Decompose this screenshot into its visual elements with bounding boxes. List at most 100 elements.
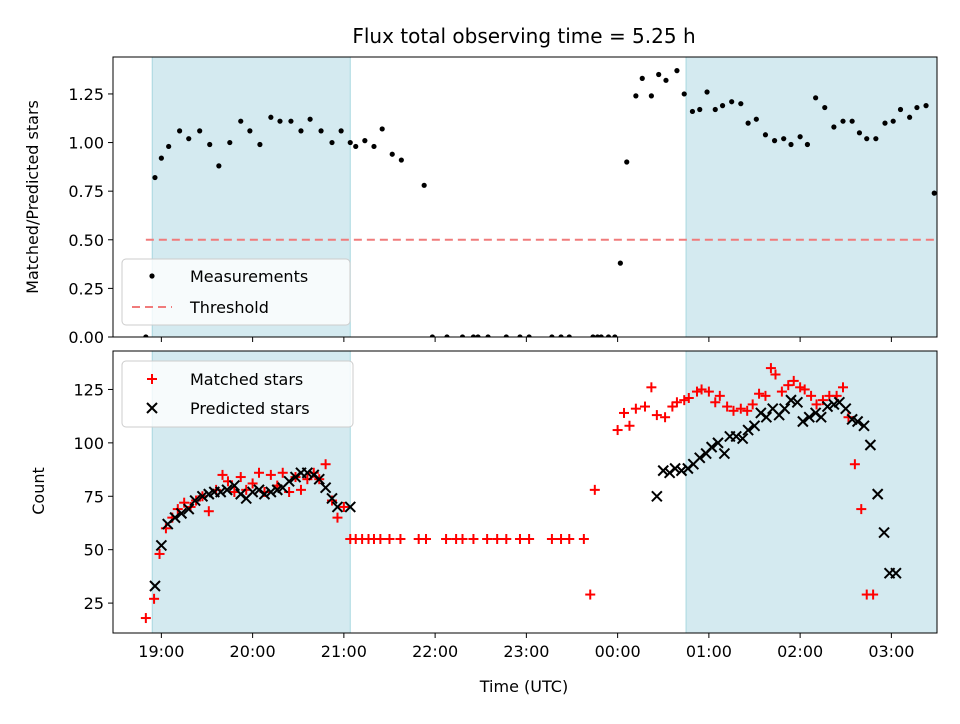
matched-star-point bbox=[295, 484, 306, 495]
predicted-star-point bbox=[189, 494, 201, 507]
predicted-star-point bbox=[175, 507, 188, 520]
measurement-point bbox=[503, 334, 509, 337]
matched-star-point bbox=[217, 469, 228, 480]
measurement-point bbox=[152, 174, 158, 181]
measurement-point bbox=[617, 260, 623, 266]
matched-star-point bbox=[692, 386, 703, 397]
measurement-point bbox=[704, 89, 710, 95]
predicted-star-point bbox=[214, 486, 227, 498]
measurement-point bbox=[897, 106, 904, 113]
y-tick-label: 50 bbox=[84, 541, 104, 560]
measurement-point bbox=[429, 334, 435, 337]
predicted-star-point bbox=[221, 484, 233, 496]
matched-star-point bbox=[660, 412, 671, 423]
measurement-point bbox=[771, 138, 778, 144]
measurement-point bbox=[143, 334, 149, 337]
matched-star-point bbox=[742, 405, 753, 416]
measurement-point bbox=[517, 334, 523, 337]
measurement-point bbox=[371, 143, 377, 150]
matched-star-point bbox=[714, 390, 725, 401]
top-frame bbox=[112, 56, 938, 338]
matched-star-point bbox=[696, 384, 707, 395]
measurement-point bbox=[566, 334, 572, 337]
matched-star-point bbox=[457, 534, 468, 544]
y-tick-label: 25 bbox=[84, 594, 104, 613]
matched-star-point bbox=[524, 534, 535, 544]
x-tick-label: 20:00 bbox=[230, 642, 276, 661]
top-plot-area bbox=[143, 57, 937, 337]
y-tick-label: 0.00 bbox=[68, 328, 104, 347]
predicted-star-point bbox=[344, 501, 356, 513]
measurement-point bbox=[890, 118, 896, 124]
predicted-star-point bbox=[675, 464, 688, 477]
measurement-point bbox=[612, 334, 618, 337]
measurement-point bbox=[781, 136, 787, 142]
y-tick-label: 0.75 bbox=[68, 182, 104, 201]
predicted-star-point bbox=[265, 486, 277, 498]
top-legend bbox=[121, 258, 351, 326]
matched-star-point bbox=[646, 382, 657, 393]
measurement-point bbox=[166, 143, 172, 150]
measurement-point bbox=[558, 334, 564, 337]
top-panel: 0.00 0.25 0.50 0.75 1.00 1.25 Measurements Thre… bbox=[68, 56, 938, 347]
legend-predicted-marker bbox=[146, 402, 158, 414]
predicted-star-point bbox=[651, 490, 663, 502]
bottom-frame bbox=[112, 350, 938, 634]
measurement-point bbox=[421, 182, 427, 188]
measurement-point bbox=[856, 130, 863, 136]
predicted-star-point bbox=[791, 396, 804, 408]
predicted-star-point bbox=[797, 415, 809, 428]
matched-star-point bbox=[154, 548, 165, 559]
matched-star-point bbox=[788, 375, 799, 386]
predicted-star-point bbox=[742, 424, 754, 436]
y-tick-label: 1.25 bbox=[68, 85, 104, 104]
measurement-point bbox=[753, 116, 759, 122]
matched-star-point bbox=[754, 388, 765, 399]
y-tick-label: 0.50 bbox=[68, 231, 104, 250]
measurement-point bbox=[470, 334, 477, 337]
matched-star-point bbox=[710, 397, 721, 408]
legend-measurements-label: Measurements bbox=[190, 267, 308, 286]
measurement-point bbox=[590, 334, 596, 337]
matched-star-point bbox=[671, 397, 682, 408]
matched-star-point bbox=[482, 534, 493, 544]
predicted-star-point bbox=[155, 539, 168, 552]
measurement-point bbox=[177, 128, 183, 134]
matched-star-point bbox=[277, 467, 288, 478]
measurement-point bbox=[719, 103, 726, 109]
predicted-star-point bbox=[657, 464, 669, 477]
y-tick-label: 75 bbox=[84, 487, 104, 506]
measurement-point bbox=[788, 141, 794, 148]
matched-star-point bbox=[703, 386, 714, 397]
measurement-point bbox=[697, 106, 703, 113]
matched-star-point bbox=[765, 363, 776, 374]
legend-measurements-marker bbox=[149, 273, 155, 279]
measurement-point bbox=[238, 118, 244, 124]
measurement-point bbox=[338, 128, 344, 134]
matched-star-point bbox=[624, 420, 635, 431]
measurement-point bbox=[298, 128, 304, 134]
matched-star-point bbox=[735, 403, 746, 414]
matched-star-point bbox=[856, 504, 867, 515]
measurement-point bbox=[663, 77, 669, 83]
predicted-star-point bbox=[748, 420, 761, 432]
measurement-point bbox=[674, 68, 680, 74]
predicted-star-point bbox=[149, 580, 161, 592]
predicted-star-point bbox=[821, 400, 834, 413]
measurement-point bbox=[318, 128, 324, 134]
bottom-ylabel: Count bbox=[29, 467, 48, 515]
measurement-point bbox=[459, 334, 466, 337]
measurement-point bbox=[216, 163, 222, 169]
measurement-point bbox=[648, 93, 654, 99]
measurement-point bbox=[186, 136, 192, 142]
measurement-point bbox=[605, 334, 612, 337]
measurement-point bbox=[329, 139, 335, 146]
x-tick-label: 23:00 bbox=[503, 642, 549, 661]
matched-star-point bbox=[514, 534, 525, 544]
measurement-point bbox=[247, 128, 253, 134]
matched-star-point bbox=[651, 410, 662, 421]
measurement-point bbox=[849, 118, 855, 124]
matched-star-point bbox=[179, 497, 190, 508]
